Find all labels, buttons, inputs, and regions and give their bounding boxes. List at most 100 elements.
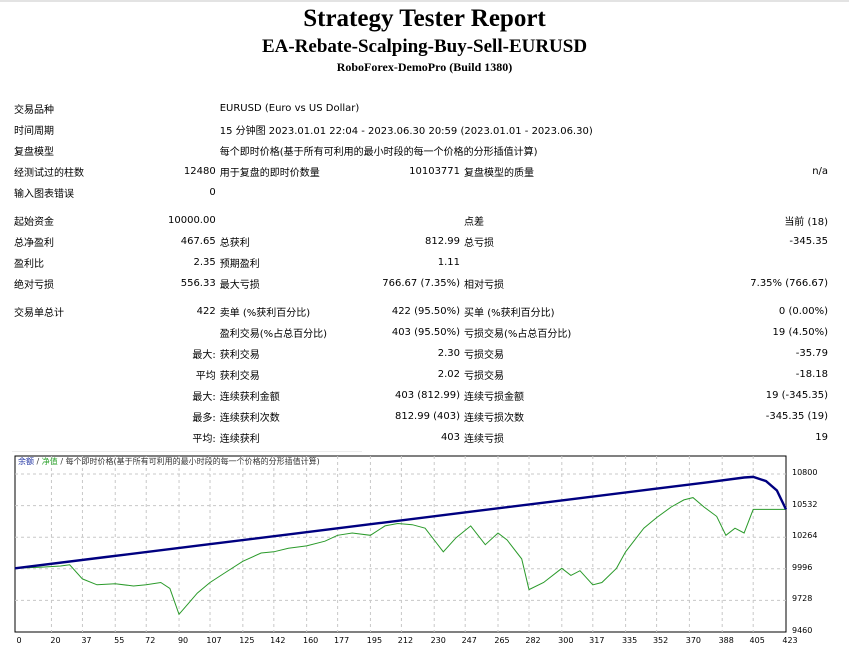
expected-payoff-label: 预期盈利	[219, 259, 260, 270]
x-tick-label: 423	[782, 636, 798, 645]
quality-label: 复盘模型的质量	[464, 168, 535, 179]
loss-trades-label: 亏损交易(%占总百分比)	[464, 329, 572, 340]
model-label: 复盘模型	[14, 147, 54, 158]
avg-consec-loss-label: 连续亏损	[464, 434, 505, 445]
max-consec-win-amount-label: 连续获利金额	[219, 392, 280, 403]
max-consec-amount-prefix: 最大:	[192, 392, 216, 403]
y-tick-label: 9460	[792, 626, 813, 635]
largest-prefix: 最大:	[192, 350, 216, 361]
legend-equity: 净值	[41, 457, 58, 466]
net-profit-value: 467.65	[180, 236, 216, 247]
profit-factor-label: 盈利比	[14, 259, 44, 270]
y-tick-label: 9996	[792, 562, 813, 572]
gross-loss-value: -345.35	[789, 236, 829, 247]
errors-value: 0	[209, 187, 216, 198]
x-tick-label: 195	[366, 636, 383, 645]
long-label: 买单 (%获利百分比)	[464, 308, 555, 319]
row-period: 时间周期 15 分钟图 2023.01.01 22:04 - 2023.06.3…	[12, 119, 830, 140]
loss-trades-value: 19 (4.50%)	[772, 327, 829, 338]
average-loss-value: -18.18	[795, 369, 829, 380]
x-tick-label: 90	[177, 636, 189, 645]
total-trades-label: 交易单总计	[14, 308, 64, 319]
x-tick-label: 37	[81, 636, 92, 645]
average-loss-label: 亏损交易	[464, 371, 505, 382]
chart-legend: 余额 / 净值 / 每个即时价格(基于所有可利用的最小时段的每一个价格的分形插值…	[18, 457, 320, 466]
bars-value: 12480	[183, 166, 216, 177]
x-tick-label: 107	[206, 636, 222, 645]
ticks-label: 用于复盘的即时价数量	[219, 168, 320, 179]
max-consec-loss-count-value: -345.35 (19)	[765, 411, 829, 422]
x-tick-label: 0	[16, 636, 22, 645]
y-tick-label: 10264	[792, 531, 818, 541]
x-tick-label: 352	[652, 636, 669, 645]
report-title: Strategy Tester Report	[303, 5, 546, 32]
x-tick-label: 388	[718, 636, 734, 645]
row-profit-factor: 盈利比 2.35 预期盈利 1.11	[12, 252, 830, 273]
equity-line	[14, 497, 786, 616]
abs-dd-label: 绝对亏损	[14, 280, 54, 291]
row-deposit: 起始资金 10000.00 点差 当前 (18)	[12, 210, 830, 231]
net-profit-label: 总净盈利	[14, 238, 54, 249]
win-trades-value: 403 (95.50%)	[391, 327, 461, 338]
gross-profit-value: 812.99	[425, 236, 461, 247]
avg-consec-loss-value: 19	[815, 432, 829, 443]
short-value: 422 (95.50%)	[391, 306, 461, 317]
abs-dd-value: 556.33	[180, 278, 216, 289]
average-win-label: 获利交易	[219, 371, 260, 382]
section-divider	[12, 451, 362, 452]
row-average: 平均 获利交易 2.02 亏损交易 -18.18	[12, 364, 830, 385]
expected-payoff-value: 1.11	[437, 257, 461, 268]
x-tick-label: 72	[145, 636, 156, 645]
profit-factor-value: 2.35	[193, 257, 216, 268]
top-border	[0, 0, 849, 2]
ticks-value: 10103771	[409, 166, 461, 177]
avg-consec-prefix: 平均:	[192, 434, 216, 445]
row-errors: 输入图表错误 0	[12, 182, 830, 203]
max-consec-win-count-value: 812.99 (403)	[394, 411, 461, 422]
rel-dd-value: 7.35% (766.67)	[750, 278, 829, 289]
server-build: RoboForex-DemoPro (Build 1380)	[336, 60, 513, 74]
largest-loss-label: 亏损交易	[464, 350, 505, 361]
row-net-profit: 总净盈利 467.65 总获利 812.99 总亏损 -345.35	[12, 231, 830, 252]
ea-name: EA-Rebate-Scalping-Buy-Sell-EURUSD	[261, 36, 588, 57]
legend-model: 每个即时价格(基于所有可利用的最小时段的每一个价格的分形插值计算)	[65, 457, 320, 466]
bars-label: 经测试过的柱数	[14, 168, 84, 179]
short-label: 卖单 (%获利百分比)	[219, 308, 311, 319]
x-tick-label: 282	[525, 636, 541, 645]
x-tick-label: 177	[333, 636, 350, 645]
x-tick-label: 335	[621, 636, 638, 645]
win-trades-label: 盈利交易(%占总百分比)	[219, 329, 328, 340]
x-tick-label: 160	[302, 636, 319, 645]
row-bars: 经测试过的柱数 12480 用于复盘的即时价数量 10103771 复盘模型的质…	[12, 161, 830, 182]
row-max-consec-count: 最多: 连续获利次数 812.99 (403) 连续亏损次数 -345.35 (…	[12, 406, 830, 427]
deposit-label: 起始资金	[14, 217, 54, 228]
row-model: 复盘模型 每个即时价格(基于所有可利用的最小时段的每一个价格的分形插值计算)	[12, 140, 830, 161]
x-tick-label: 55	[114, 636, 125, 645]
max-consec-loss-amount-label: 连续亏损金额	[464, 392, 525, 403]
gross-profit-label: 总获利	[219, 238, 250, 249]
largest-loss-value: -35.79	[795, 348, 829, 359]
errors-label: 输入图表错误	[14, 189, 74, 200]
model-value: 每个即时价格(基于所有可利用的最小时段的每一个价格的分形插值计算)	[219, 147, 538, 158]
x-tick-label: 20	[50, 636, 61, 645]
spread-label: 点差	[464, 217, 485, 228]
balance-line	[14, 475, 788, 570]
symbol-label: 交易品种	[14, 105, 54, 116]
gross-loss-label: 总亏损	[464, 238, 495, 249]
max-consec-loss-count-label: 连续亏损次数	[464, 413, 525, 424]
largest-win-value: 2.30	[437, 348, 461, 359]
quality-value: n/a	[812, 166, 829, 177]
period-value: 15 分钟图 2023.01.01 22:04 - 2023.06.30 20:…	[219, 126, 593, 137]
avg-consec-win-label: 连续获利	[219, 434, 260, 445]
row-avg-consec: 平均: 连续获利 403 连续亏损 19	[12, 427, 830, 448]
row-win-loss: 盈利交易(%占总百分比) 403 (95.50%) 亏损交易(%占总百分比) 1…	[12, 322, 830, 343]
row-largest: 最大: 获利交易 2.30 亏损交易 -35.79	[12, 343, 830, 364]
max-consec-count-prefix: 最多:	[192, 413, 216, 424]
x-tick-label: 300	[558, 636, 574, 645]
total-trades-value: 422	[196, 306, 216, 317]
legend-balance: 余额	[18, 457, 34, 466]
long-value: 0 (0.00%)	[778, 306, 829, 317]
y-tick-label: 10800	[792, 468, 818, 477]
x-tick-label: 405	[749, 636, 765, 645]
average-win-value: 2.02	[437, 369, 461, 380]
